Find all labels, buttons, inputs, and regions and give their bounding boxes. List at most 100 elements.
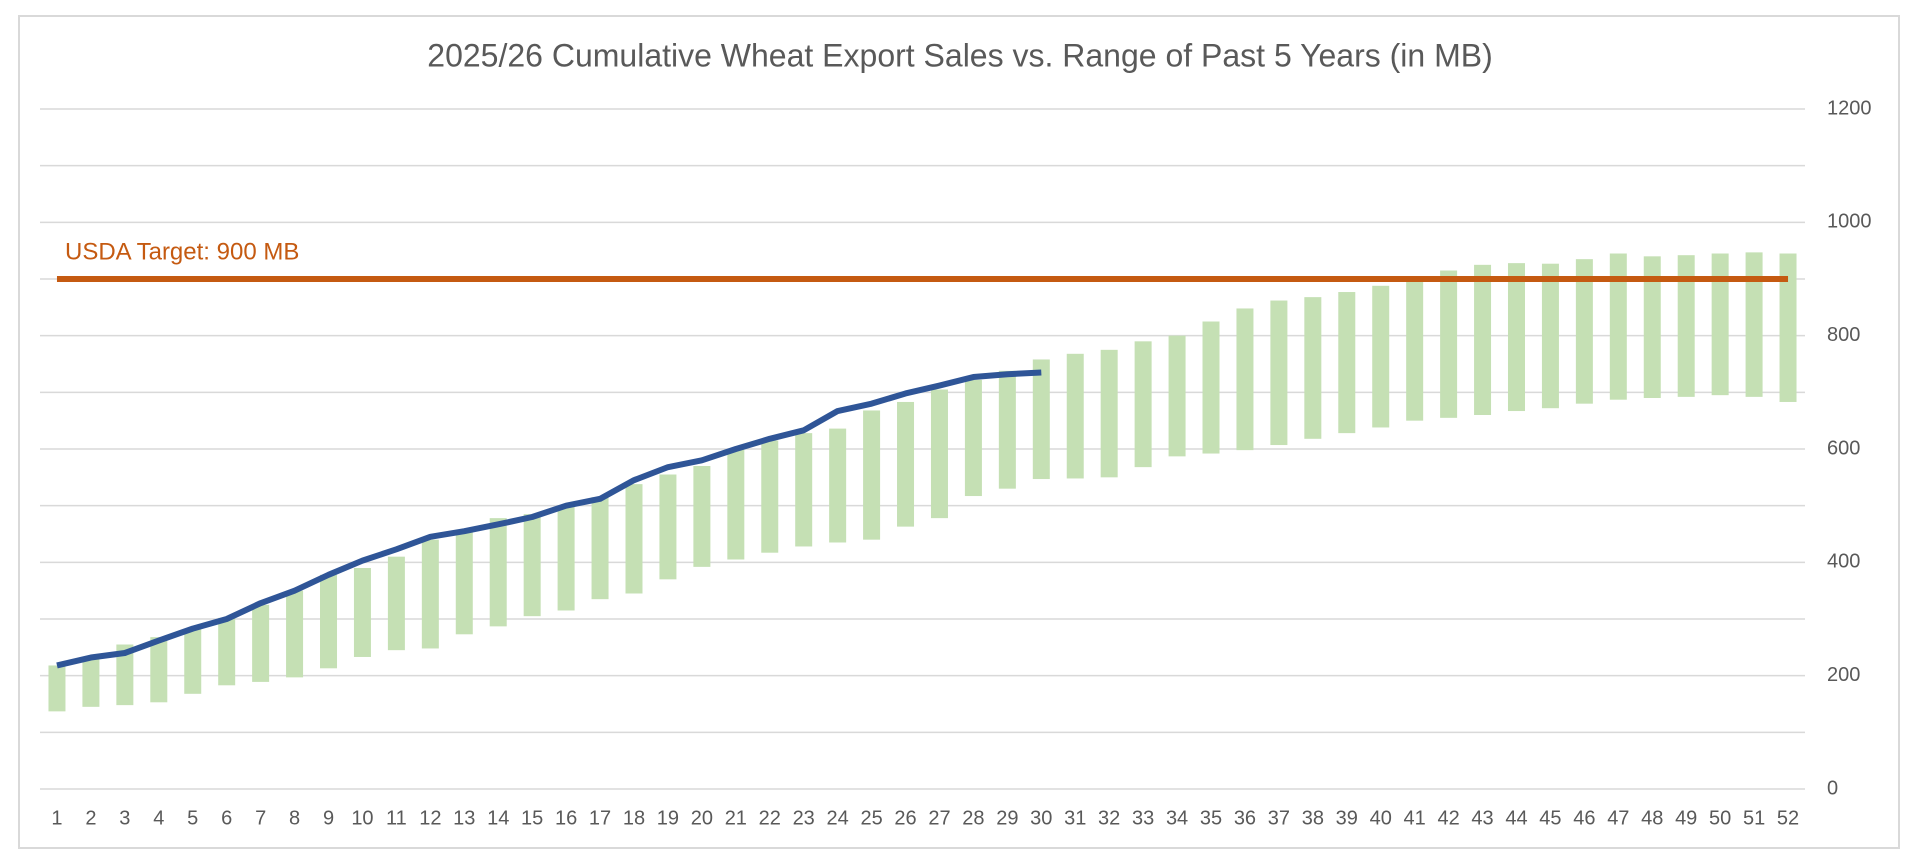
range-bar <box>659 474 677 580</box>
x-tick-label: 26 <box>894 807 916 829</box>
x-tick-label: 47 <box>1607 807 1629 829</box>
y-tick-label: 1200 <box>1827 97 1872 119</box>
x-tick-label: 23 <box>793 807 815 829</box>
x-tick-label: 24 <box>827 807 849 829</box>
range-bar <box>1100 349 1118 478</box>
y-tick-label: 600 <box>1827 437 1860 459</box>
x-tick-label: 49 <box>1675 807 1697 829</box>
range-bar <box>761 440 779 553</box>
range-bar <box>1440 270 1458 418</box>
range-bar <box>1032 359 1050 480</box>
x-tick-label: 11 <box>386 807 407 829</box>
y-tick-label: 400 <box>1827 551 1860 573</box>
x-tick-label: 36 <box>1234 807 1256 829</box>
range-bar <box>353 568 371 657</box>
range-bar <box>1304 297 1322 439</box>
x-tick-label: 10 <box>351 807 373 829</box>
x-tick-label: 38 <box>1302 807 1324 829</box>
y-tick-label: 800 <box>1827 324 1860 346</box>
x-tick-label: 35 <box>1200 807 1222 829</box>
range-bar <box>1507 263 1525 412</box>
x-tick-label: 25 <box>860 807 882 829</box>
x-tick-label: 5 <box>187 807 198 829</box>
x-tick-label: 30 <box>1030 807 1052 829</box>
range-bar <box>116 644 134 706</box>
x-tick-label: 48 <box>1641 807 1663 829</box>
x-tick-label: 21 <box>725 807 747 829</box>
line <box>56 369 1042 669</box>
x-tick-label: 52 <box>1777 807 1799 829</box>
x-tick-label: 45 <box>1539 807 1561 829</box>
range-bar <box>150 637 168 703</box>
x-tick-label: 51 <box>1743 807 1765 829</box>
x-tick-label: 13 <box>453 807 475 829</box>
range-bar <box>1745 252 1763 397</box>
range-bar <box>1338 292 1356 434</box>
range-bar <box>1134 341 1152 468</box>
range-bar <box>455 529 473 635</box>
x-tick-label: 41 <box>1404 807 1426 829</box>
range-bar <box>252 604 270 682</box>
range-bar <box>218 617 236 686</box>
x-tick-label: 19 <box>657 807 679 829</box>
x-tick-label: 29 <box>996 807 1018 829</box>
x-tick-label: 34 <box>1166 807 1188 829</box>
range-bar <box>1168 335 1186 457</box>
x-tick-label: 28 <box>962 807 984 829</box>
x-tick-label: 1 <box>51 807 62 829</box>
x-tick-label: 2 <box>85 807 96 829</box>
range-bar <box>1236 308 1254 451</box>
range-bar <box>1202 321 1220 454</box>
range-bar <box>1474 264 1492 415</box>
range-bar <box>1541 263 1559 409</box>
x-tick-label: 9 <box>323 807 334 829</box>
range-bar <box>1609 253 1627 400</box>
x-tick-label: 50 <box>1709 807 1731 829</box>
y-tick-label: 200 <box>1827 664 1860 686</box>
range-bar <box>421 539 439 649</box>
range-bar <box>1643 256 1661 398</box>
range-bar <box>998 370 1016 489</box>
range-bar <box>489 518 507 627</box>
range-bar <box>964 379 982 497</box>
range-bar <box>1575 259 1593 404</box>
range-bar <box>320 574 338 669</box>
x-tick-label: 12 <box>419 807 441 829</box>
range-bar <box>1270 300 1288 446</box>
x-tick-label: 33 <box>1132 807 1154 829</box>
x-tick-label: 40 <box>1370 807 1392 829</box>
range-bar <box>557 505 575 611</box>
x-tick-label: 37 <box>1268 807 1290 829</box>
x-tick-label: 16 <box>555 807 577 829</box>
chart-title: 2025/26 Cumulative Wheat Export Sales vs… <box>427 37 1492 73</box>
range-bar <box>930 389 948 519</box>
x-tick-label: 7 <box>255 807 266 829</box>
range-bar <box>1406 280 1424 421</box>
x-tick-label: 6 <box>221 807 232 829</box>
range-bar <box>727 449 745 560</box>
x-tick-label: 14 <box>487 807 509 829</box>
range-bar <box>829 428 847 543</box>
range-bar <box>693 466 711 567</box>
x-tick-label: 22 <box>759 807 781 829</box>
x-tick-label: 42 <box>1437 807 1459 829</box>
x-tick-label: 27 <box>928 807 950 829</box>
chart-frame <box>18 15 1900 849</box>
x-tick-label: 17 <box>589 807 611 829</box>
range-bar <box>387 556 405 651</box>
x-tick-label: 4 <box>153 807 164 829</box>
range-bar <box>1066 353 1084 479</box>
range-bar <box>625 484 643 594</box>
range-bar <box>863 410 881 540</box>
y-tick-label: 1000 <box>1827 211 1872 233</box>
range-bar <box>1711 253 1729 396</box>
target-label: USDA Target: 900 MB <box>65 238 299 265</box>
x-tick-label: 15 <box>521 807 543 829</box>
x-tick-label: 43 <box>1471 807 1493 829</box>
x-tick-label: 3 <box>119 807 130 829</box>
x-tick-label: 39 <box>1336 807 1358 829</box>
x-tick-label: 8 <box>289 807 300 829</box>
range-bar <box>1677 255 1695 397</box>
range-bar <box>795 433 813 547</box>
